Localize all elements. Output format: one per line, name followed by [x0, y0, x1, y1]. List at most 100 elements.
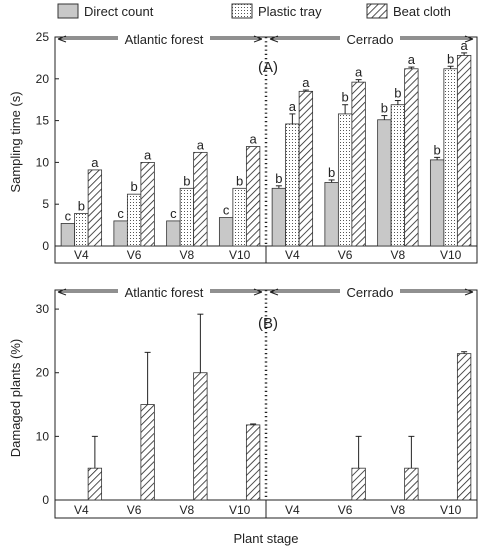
panel-a-significance-letter: b [328, 165, 335, 180]
panel-a-significance-letter: a [408, 52, 416, 67]
panel-a-x-tick-label: V10 [440, 248, 462, 262]
panel-a-arrowheads-left [57, 35, 263, 43]
panel-b-y-tick-label: 10 [36, 429, 50, 443]
panel-a-bar-plastic-tray [179, 187, 195, 247]
panel-b-bar-beat-cloth [245, 424, 261, 501]
panel-a-bar-direct-count [166, 220, 181, 247]
panel-b-region-arrows: Atlantic forest Cerrado [57, 284, 474, 300]
panel-a-bar-plastic-tray [337, 113, 353, 247]
panel-a-y-tick-label: 10 [36, 155, 50, 169]
panel-a-bar-direct-count [429, 159, 445, 247]
panel-b-region-label-atlantic: Atlantic forest [125, 285, 204, 300]
panel-a-y-tick-label: 5 [42, 197, 49, 211]
panel-a-significance-letter: c [65, 208, 72, 223]
panel-a-significance-letter: b [434, 142, 441, 157]
panel-a-significance-letter: b [394, 86, 401, 101]
panel-a-significance-letter: c [223, 203, 230, 218]
panel-a-bar-beat-cloth [456, 54, 472, 247]
panel-a-region-label-cerrado: Cerrado [347, 32, 394, 47]
panel-a-significance-letter: a [289, 99, 297, 114]
panel-b: 0 10 20 30 Damaged plants (%) Atlantic fore… [8, 284, 478, 519]
panel-a-bar-plastic-tray [126, 193, 142, 247]
panel-a-significance-letter: b [381, 101, 388, 116]
panel-a-y-axis: 0 5 10 15 20 25 [36, 30, 59, 253]
panel-a-x-tick-labels: V4 V6 V8 V10 V4 V6 V8 V10 [74, 248, 462, 262]
panel-a-significance-letter: a [302, 75, 310, 90]
panel-b-arrowheads-right [269, 288, 474, 296]
panel-b-x-tick-labels: V4 V6 V8 V10 V4 V6 V8 V10 [74, 503, 462, 517]
panel-a-region-arrows: Atlantic forest Cerrado [57, 31, 474, 47]
panel-b-y-axis: 0 10 20 30 [36, 302, 59, 507]
panel-a-bar-beat-cloth [404, 68, 419, 247]
legend-item-beat-cloth: Beat cloth [366, 3, 451, 19]
panel-b-label: (B) [258, 315, 278, 332]
panel-a-x-tick-label: V6 [127, 248, 142, 262]
panel-a-bar-direct-count [60, 223, 76, 247]
panel-a-bar-direct-count [271, 187, 287, 247]
panel-a-significance-letter: a [91, 155, 99, 170]
panel-b-bar-beat-cloth [140, 404, 155, 501]
panel-a-region-label-bg-right [340, 31, 400, 47]
panel-b-bar-beat-cloth [456, 353, 472, 501]
legend: Direct count Plastic tray Beat cloth [57, 3, 451, 19]
panel-a-y-tick-label: 25 [36, 30, 50, 44]
panel-b-x-tick-label: V4 [285, 503, 300, 517]
panel-a-bar-plastic-tray [390, 104, 406, 247]
panel-b-x-tick-label: V4 [74, 503, 89, 517]
panel-a-significance-letter: b [78, 198, 85, 213]
panel-b-x-tick-label: V6 [127, 503, 142, 517]
panel-a-x-tick-label: V4 [74, 248, 89, 262]
panel-a-y-tick-label: 15 [36, 114, 50, 128]
panel-a: 0 5 10 15 20 25 Sampling time (s) Atlantic fo… [8, 30, 478, 264]
panel-a-significance-letter: b [236, 173, 243, 188]
panel-a-significance-letter: b [183, 173, 190, 188]
panel-a-bar-direct-count [324, 182, 339, 247]
panel-a-bar-direct-count [218, 217, 234, 247]
panel-b-bar-beat-cloth [87, 467, 103, 501]
panel-a-x-tick-label: V10 [229, 248, 251, 262]
panel-b-x-tick-label: V8 [391, 503, 406, 517]
panel-a-bar-plastic-tray [285, 123, 300, 247]
panel-a-region-label-atlantic: Atlantic forest [125, 32, 204, 47]
panel-a-y-tick-label: 20 [36, 72, 50, 86]
panel-a-significance-letter: c [170, 206, 177, 221]
panel-b-x-tick-label: V8 [180, 503, 195, 517]
legend-item-plastic-tray: Plastic tray [231, 3, 322, 19]
panel-a-significance-letter: b [342, 90, 349, 105]
panel-a-significance-letter: b [275, 171, 282, 186]
panel-a-bar-beat-cloth [140, 161, 155, 247]
panel-a-significance-letter: a [144, 147, 152, 162]
panel-b-y-tick-label: 20 [36, 366, 50, 380]
panel-a-significance-letter: a [355, 65, 363, 80]
panel-a-x-tick-label: V8 [391, 248, 406, 262]
panel-a-bar-beat-cloth [193, 151, 208, 247]
panel-a-bar-plastic-tray [232, 187, 247, 247]
panel-a-significance-letter: a [197, 137, 205, 152]
panel-a-significance-letter: b [131, 179, 138, 194]
panel-a-significance-letter: a [461, 38, 469, 53]
x-axis-label: Plant stage [233, 531, 298, 546]
panel-b-y-label: Damaged plants (%) [8, 339, 23, 458]
panel-b-y-tick-label: 30 [36, 302, 50, 316]
panel-a-y-tick-label: 0 [42, 239, 49, 253]
panel-b-x-tick-label: V6 [338, 503, 353, 517]
panel-a-bar-plastic-tray [74, 212, 89, 247]
panel-b-bar-beat-cloth [193, 372, 208, 501]
panel-a-y-label: Sampling time (s) [8, 91, 23, 192]
panel-b-arrowheads-left [57, 288, 263, 296]
panel-b-bar-beat-cloth [404, 467, 419, 501]
panel-a-x-tick-label: V8 [180, 248, 195, 262]
panel-a-significance-letter: b [447, 51, 454, 66]
panel-b-bar-beat-cloth [351, 467, 366, 501]
panel-a-x-tick-label: V6 [338, 248, 353, 262]
panel-a-bar-plastic-tray [443, 68, 458, 247]
panel-a-significance-letter: a [250, 132, 258, 147]
legend-label-beat-cloth: Beat cloth [393, 4, 451, 19]
panel-b-y-tick-label: 0 [42, 493, 49, 507]
panel-b-region-label-bg-right [340, 284, 400, 300]
legend-label-plastic-tray: Plastic tray [258, 4, 322, 19]
panel-a-bar-beat-cloth [298, 90, 314, 247]
panel-b-x-tick-label: V10 [440, 503, 462, 517]
